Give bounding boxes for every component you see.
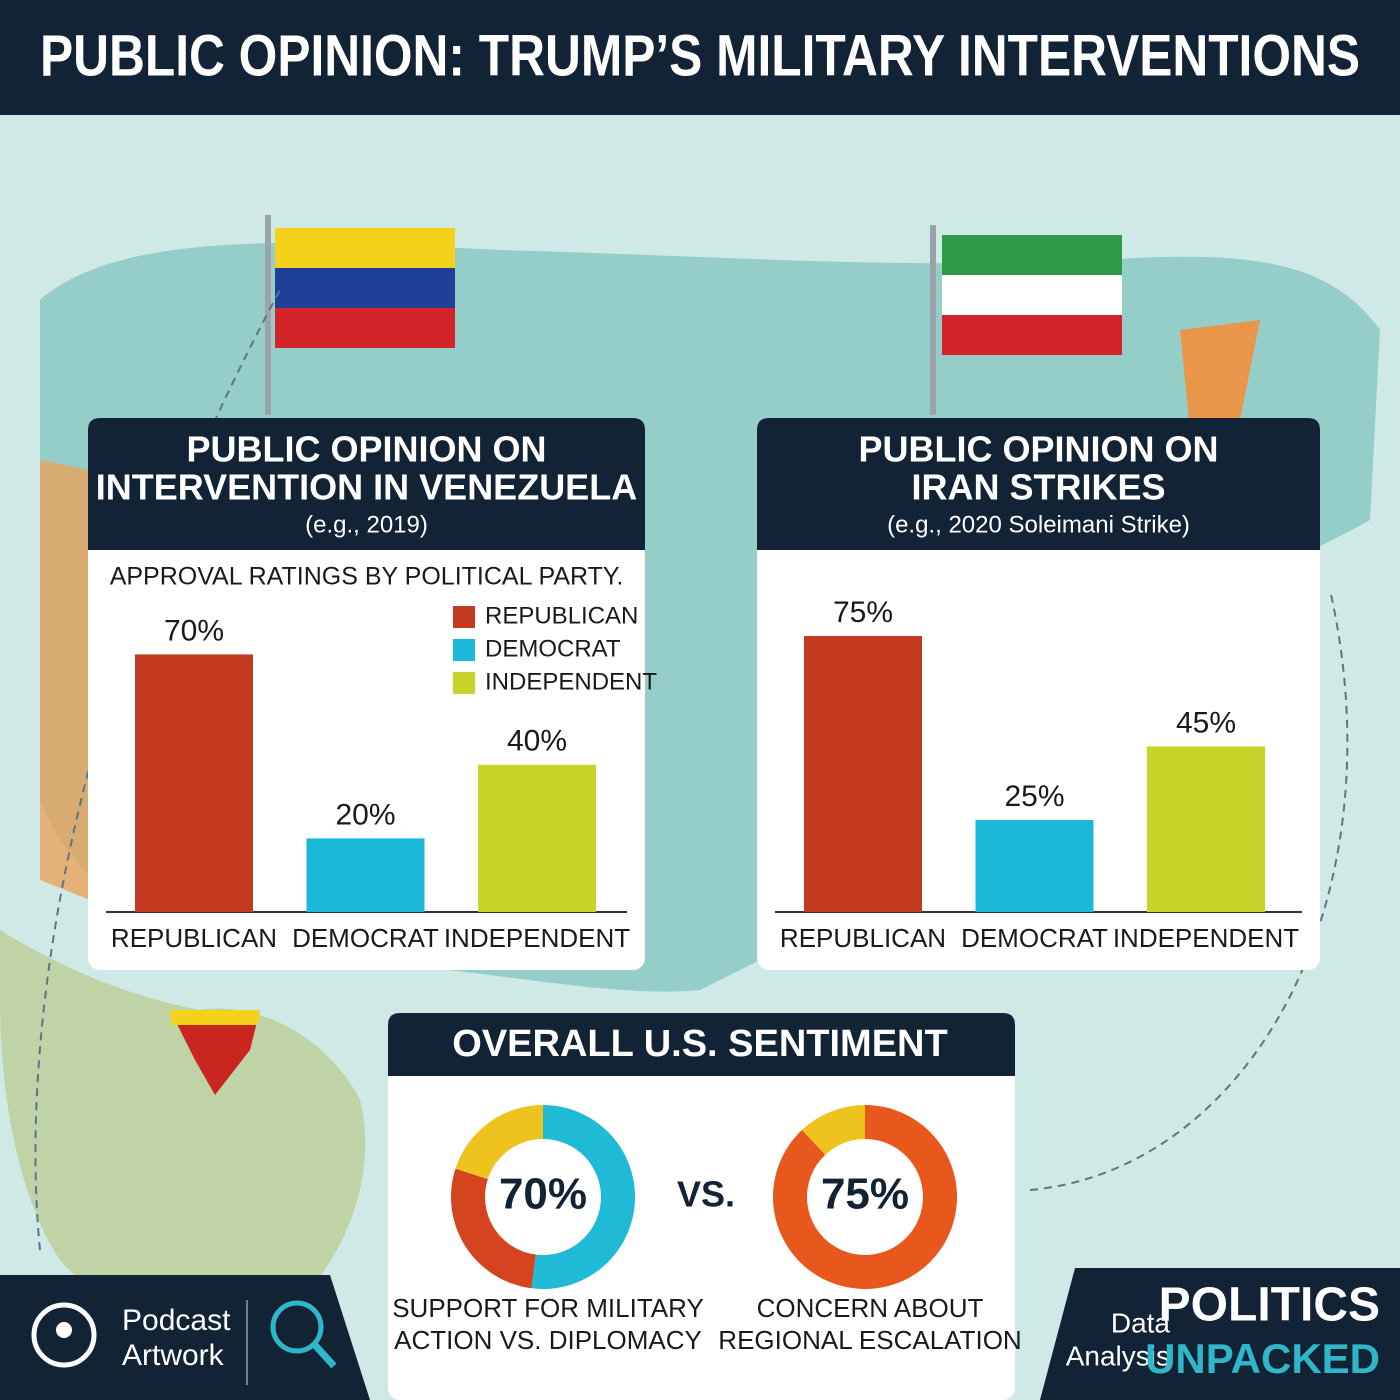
card-header xyxy=(388,1013,1015,1076)
legend-label: INDEPENDENT xyxy=(485,668,657,695)
value-label: 25% xyxy=(1004,780,1064,813)
venezuela-shape xyxy=(170,1010,260,1095)
bar xyxy=(306,838,425,912)
flag-stripe xyxy=(275,308,455,348)
legend-label: REPUBLICAN xyxy=(485,602,638,629)
donut-segment xyxy=(773,1105,957,1290)
legend-label: DEMOCRAT xyxy=(485,635,621,662)
chart-subtitle: (e.g., 2020 Soleimani Strike) xyxy=(887,511,1190,538)
brand: POLITICS xyxy=(1159,1279,1380,1332)
chart-title: PUBLIC OPINION ON xyxy=(186,429,546,470)
podcast-icon xyxy=(31,1302,97,1368)
chart-subtitle: (e.g., 2019) xyxy=(305,511,428,538)
title-bar xyxy=(0,0,1400,115)
footer-text: Data xyxy=(1111,1307,1171,1338)
donut-caption: CONCERN ABOUT xyxy=(757,1293,984,1323)
chart-title: INTERVENTION IN VENEZUELA xyxy=(96,467,637,508)
vs-label: VS. xyxy=(677,1174,735,1215)
chart-title: IRAN STRIKES xyxy=(911,467,1165,508)
value-label: 20% xyxy=(335,798,395,831)
footer-badge xyxy=(0,1275,370,1400)
x-tick-label: REPUBLICAN xyxy=(780,923,946,953)
footer-text: Artwork xyxy=(122,1339,225,1372)
footer-badge xyxy=(1040,1268,1400,1400)
analysis-icon xyxy=(270,1300,324,1354)
flag-stripe xyxy=(275,268,455,308)
donut-segment xyxy=(451,1168,536,1289)
donut-segment xyxy=(455,1105,543,1180)
x-tick-label: INDEPENDENT xyxy=(1113,923,1299,953)
card-header xyxy=(757,418,1320,550)
donut-caption: SUPPORT FOR MILITARY xyxy=(392,1293,704,1323)
x-tick-label: DEMOCRAT xyxy=(292,923,439,953)
legend-swatch xyxy=(453,606,475,628)
map-state xyxy=(40,460,90,900)
donut-caption: ACTION VS. DIPLOMACY xyxy=(394,1325,702,1355)
center-label: 75% xyxy=(821,1170,909,1219)
donut-segment xyxy=(802,1105,865,1155)
venezuela-stripe xyxy=(170,1010,260,1025)
chart-caption: APPROVAL RATINGS BY POLITICAL PARTY. xyxy=(110,563,624,591)
value-label: 75% xyxy=(833,596,893,629)
flag-stripe xyxy=(942,315,1122,355)
x-tick-label: INDEPENDENT xyxy=(444,923,630,953)
donut-segment xyxy=(531,1105,636,1290)
center-label: 70% xyxy=(499,1170,587,1219)
bar xyxy=(975,820,1094,912)
x-tick-label: REPUBLICAN xyxy=(111,923,277,953)
flagpole xyxy=(930,225,936,415)
card-header xyxy=(88,418,645,550)
route-arrow xyxy=(1029,589,1349,1191)
bar xyxy=(1147,746,1265,912)
section-title: OVERALL U.S. SENTIMENT xyxy=(452,1023,947,1065)
bar xyxy=(478,764,596,912)
bar xyxy=(804,636,922,912)
value-label: 45% xyxy=(1176,706,1236,739)
bar xyxy=(135,654,253,912)
chart-title: PUBLIC OPINION ON xyxy=(858,429,1218,470)
brand: UNPACKED xyxy=(1145,1335,1380,1382)
podcast-icon xyxy=(56,1322,72,1338)
legend-swatch xyxy=(453,672,475,694)
x-tick-label: DEMOCRAT xyxy=(961,923,1108,953)
value-label: 40% xyxy=(507,725,567,758)
map-state xyxy=(1180,320,1260,430)
flagpole xyxy=(265,215,271,415)
footer-text: Analysis xyxy=(1066,1340,1170,1371)
page-title: PUBLIC OPINION: TRUMP’S MILITARY INTERVE… xyxy=(40,23,1360,88)
footer-text: Podcast xyxy=(122,1304,231,1337)
value-label: 70% xyxy=(164,614,224,647)
map-south-america xyxy=(0,930,366,1328)
analysis-icon xyxy=(311,1341,337,1369)
flag-stripe xyxy=(942,275,1122,315)
legend-swatch xyxy=(453,639,475,661)
flag-stripe xyxy=(942,235,1122,275)
flag-stripe xyxy=(275,228,455,268)
donut-caption: REGIONAL ESCALATION xyxy=(718,1325,1021,1355)
